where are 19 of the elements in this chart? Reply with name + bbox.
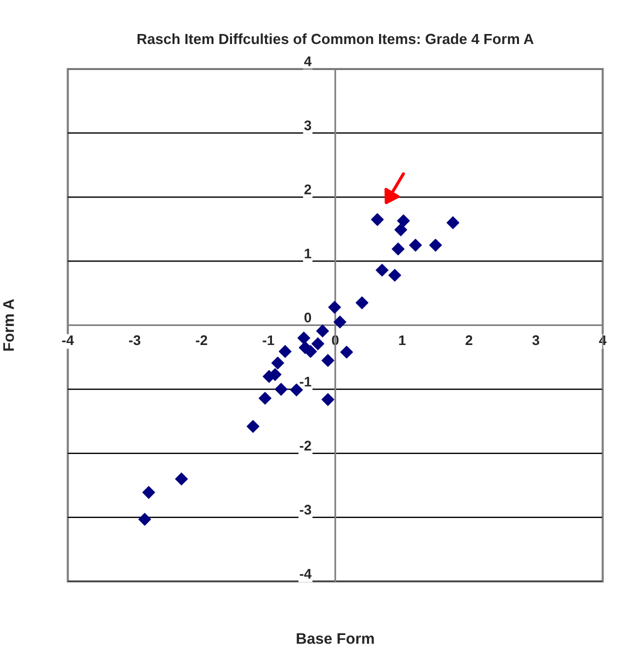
x-tick-label: 2 (466, 335, 472, 345)
chart-title: Rasch Item Diffculties of Common Items: Grade 4 Form A (138, 33, 534, 44)
y-tick-label: 0 (304, 312, 312, 322)
x-tick-label: -1 (262, 335, 274, 345)
y-tick-label: 1 (304, 248, 312, 258)
y-tick-label: -3 (300, 504, 312, 515)
x-tick-label: 3 (532, 335, 540, 346)
y-tick-label: -2 (300, 440, 312, 450)
y-tick-label: 4 (304, 56, 312, 66)
x-axis-title: Base Form (296, 633, 374, 644)
y-tick-label: -1 (300, 376, 312, 386)
x-tick-label: 1 (399, 335, 406, 345)
y-tick-label: -4 (300, 569, 312, 579)
y-tick-label: 3 (304, 120, 312, 130)
y-axis-title: Form A (3, 299, 14, 351)
x-tick-label: -4 (62, 335, 74, 345)
x-tick-label: -3 (129, 335, 140, 346)
x-tick-label: -2 (196, 335, 208, 345)
y-tick-label: 2 (304, 184, 312, 194)
